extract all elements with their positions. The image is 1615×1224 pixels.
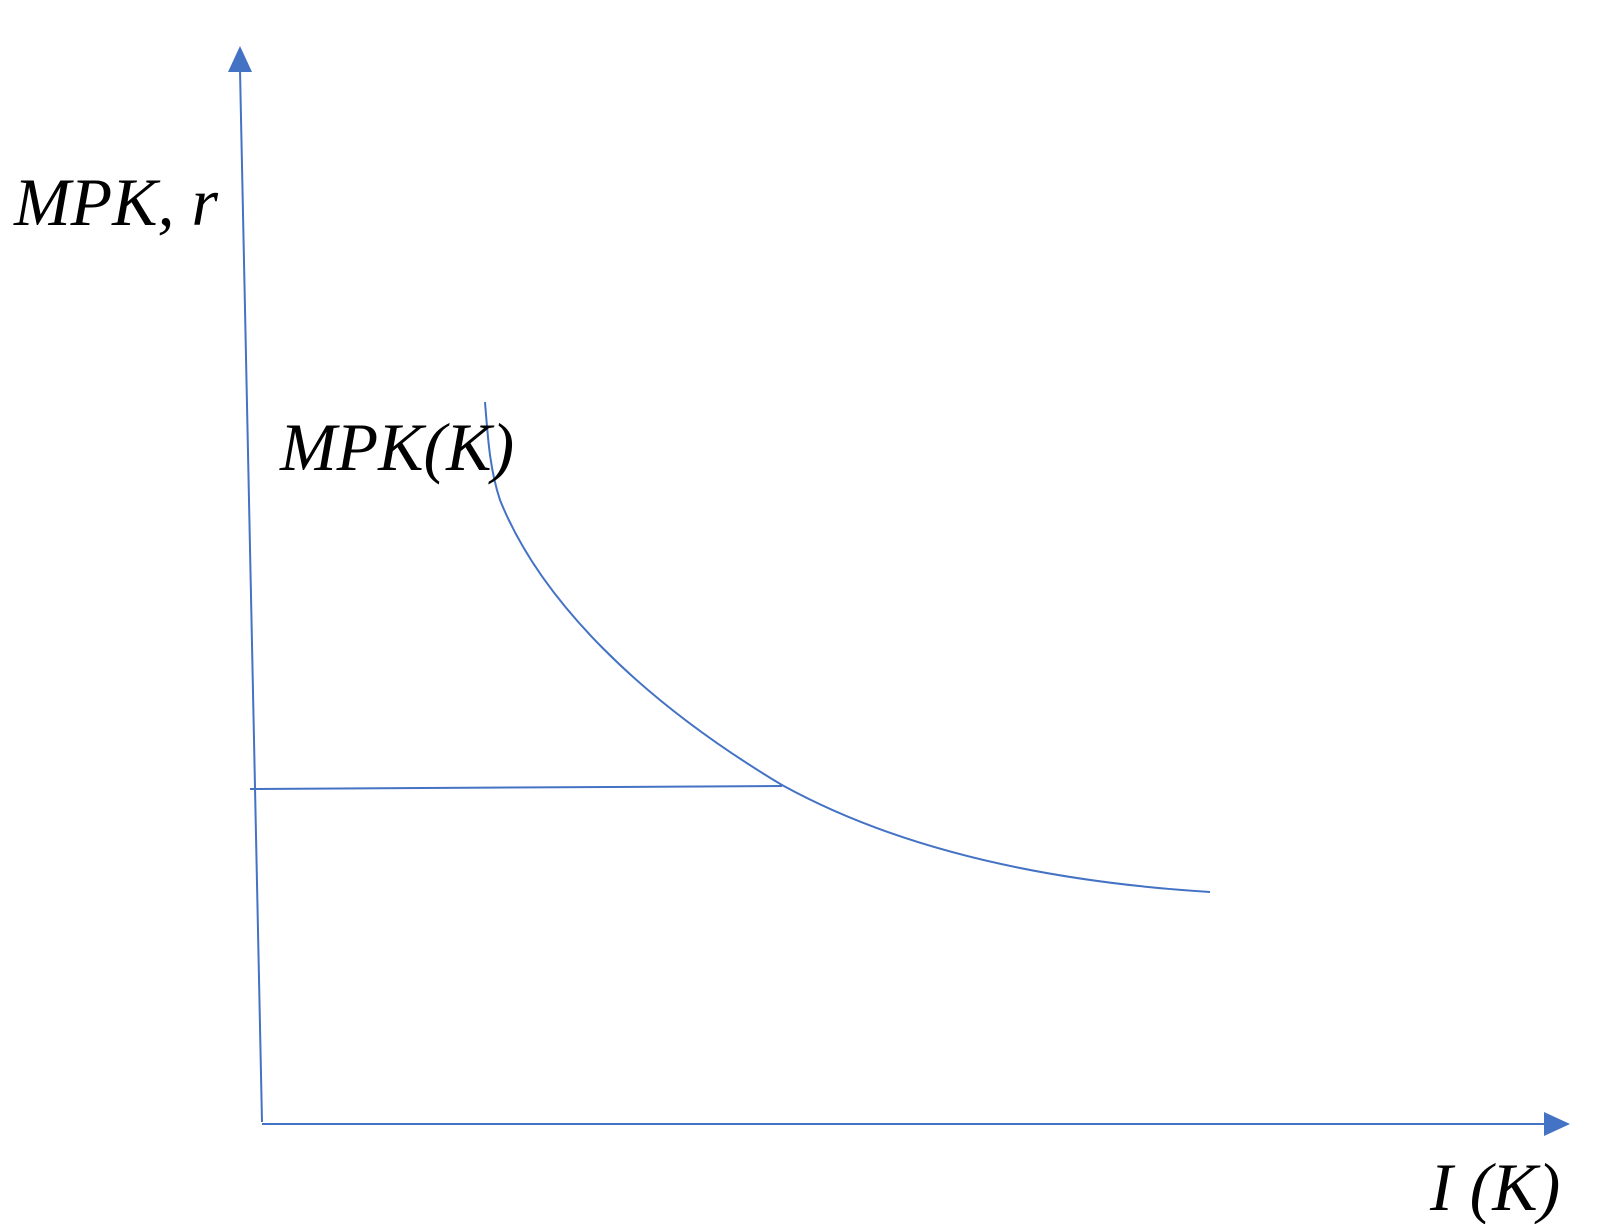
mpk-curve	[484, 401, 1211, 893]
y-axis-arrowhead	[228, 46, 252, 72]
y-axis-label: MPK, r	[13, 164, 219, 240]
interest-rate-line	[249, 785, 783, 790]
x-axis-arrowhead	[1544, 1112, 1570, 1136]
curve-label: MPK(K)	[279, 409, 514, 485]
y-axis	[239, 69, 263, 1123]
x-axis-label: I (K)	[1429, 1149, 1560, 1224]
